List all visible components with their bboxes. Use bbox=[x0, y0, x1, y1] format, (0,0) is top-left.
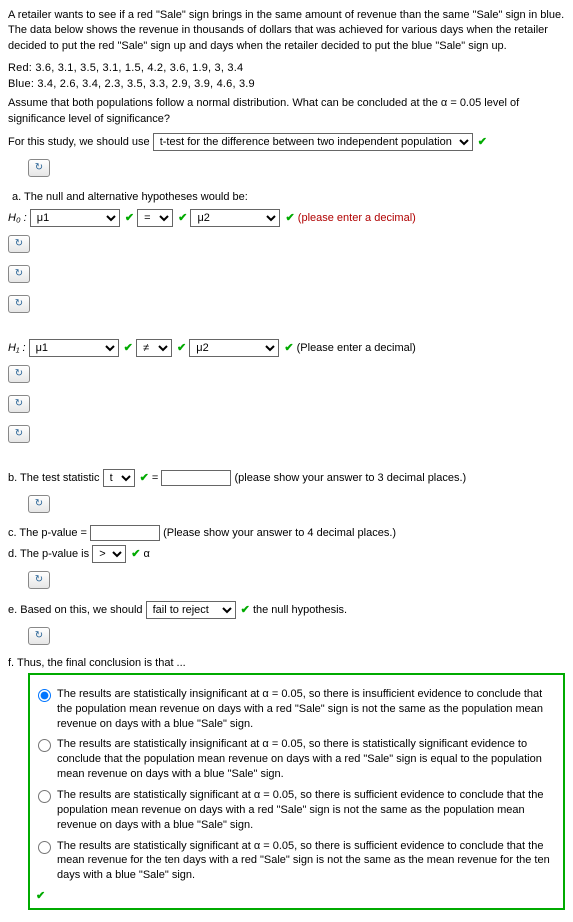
part-c-row: c. The p-value = (Please show your answe… bbox=[8, 525, 565, 541]
pvalue-compare-select[interactable]: > bbox=[92, 545, 126, 563]
h1-hint: (Please enter a decimal) bbox=[297, 342, 416, 354]
check-icon: ✔ bbox=[177, 342, 186, 354]
part-b-hint: (please show your answer to 3 decimal pl… bbox=[234, 472, 466, 484]
red-data: Red: 3.6, 3.1, 3.5, 3.1, 1.5, 4.2, 3.6, … bbox=[8, 62, 565, 74]
conclusion-text-2: The results are statistically insignific… bbox=[57, 737, 555, 782]
h0-row: H₀ : μ1 ✔ = ✔ μ2 ✔ (please enter a decim… bbox=[8, 209, 565, 227]
check-icon: ✔ bbox=[286, 212, 295, 224]
h1-right-select[interactable]: μ2 bbox=[189, 339, 279, 357]
study-prefix: For this study, we should use bbox=[8, 136, 153, 148]
blue-label: Blue: bbox=[8, 78, 34, 90]
study-row: For this study, we should use t-test for… bbox=[8, 133, 565, 151]
intro-text: A retailer wants to see if a red "Sale" … bbox=[8, 8, 565, 54]
h1-left-select[interactable]: μ1 bbox=[29, 339, 119, 357]
check-icon: ✔ bbox=[284, 342, 293, 354]
conclusion-options: The results are statistically insignific… bbox=[28, 673, 565, 910]
test-stat-input[interactable] bbox=[161, 470, 231, 486]
conclusion-radio-4[interactable] bbox=[38, 841, 51, 854]
check-icon: ✔ bbox=[125, 212, 134, 224]
red-label: Red: bbox=[8, 62, 32, 74]
h0-label: H₀ : bbox=[8, 212, 27, 224]
check-icon: ✔ bbox=[131, 548, 140, 560]
check-icon: ✔ bbox=[140, 472, 149, 484]
retry-button[interactable]: ↻ bbox=[28, 627, 50, 645]
check-icon: ✔ bbox=[124, 342, 133, 354]
retry-button[interactable]: ↻ bbox=[8, 425, 30, 443]
conclusion-radio-1[interactable] bbox=[38, 689, 51, 702]
blue-data: Blue: 3.4, 2.6, 3.4, 2.3, 3.5, 3.3, 2.9,… bbox=[8, 78, 565, 90]
h0-op-select[interactable]: = bbox=[137, 209, 173, 227]
conclusion-text-4: The results are statistically significan… bbox=[57, 839, 555, 884]
h0-left-select[interactable]: μ1 bbox=[30, 209, 120, 227]
retry-button[interactable]: ↻ bbox=[28, 495, 50, 513]
pvalue-input[interactable] bbox=[90, 525, 160, 541]
decision-select[interactable]: fail to reject bbox=[146, 601, 236, 619]
h1-op-select[interactable]: ≠ bbox=[136, 339, 172, 357]
check-icon: ✔ bbox=[178, 212, 187, 224]
part-e-row: e. Based on this, we should fail to reje… bbox=[8, 601, 565, 619]
part-b-row: b. The test statistic t ✔ = (please show… bbox=[8, 469, 565, 487]
retry-button[interactable]: ↻ bbox=[28, 571, 50, 589]
part-c-prefix: c. The p-value = bbox=[8, 527, 90, 539]
retry-button[interactable]: ↻ bbox=[8, 395, 30, 413]
retry-button[interactable]: ↻ bbox=[8, 295, 30, 313]
retry-button[interactable]: ↻ bbox=[8, 365, 30, 383]
part-e-suffix: the null hypothesis. bbox=[253, 604, 347, 616]
test-stat-select[interactable]: t bbox=[103, 469, 135, 487]
check-icon: ✔ bbox=[36, 890, 45, 902]
h0-hint: (please enter a decimal) bbox=[298, 212, 416, 224]
retry-button[interactable]: ↻ bbox=[28, 159, 50, 177]
part-f-label: f. Thus, the final conclusion is that ..… bbox=[8, 657, 565, 669]
retry-button[interactable]: ↻ bbox=[8, 265, 30, 283]
h1-row: H₁ : μ1 ✔ ≠ ✔ μ2 ✔ (Please enter a decim… bbox=[8, 339, 565, 357]
part-c-hint: (Please show your answer to 4 decimal pl… bbox=[163, 527, 396, 539]
alpha-label: α bbox=[144, 548, 150, 560]
conclusion-text-1: The results are statistically insignific… bbox=[57, 687, 555, 732]
part-d-prefix: d. The p-value is bbox=[8, 548, 92, 560]
check-icon: ✔ bbox=[478, 136, 487, 148]
red-values: 3.6, 3.1, 3.5, 3.1, 1.5, 4.2, 3.6, 1.9, … bbox=[35, 62, 243, 74]
h1-label: H₁ : bbox=[8, 342, 26, 354]
conclusion-text-3: The results are statistically significan… bbox=[57, 788, 555, 833]
h0-right-select[interactable]: μ2 bbox=[190, 209, 280, 227]
study-select[interactable]: t-test for the difference between two in… bbox=[153, 133, 473, 151]
conclusion-radio-2[interactable] bbox=[38, 739, 51, 752]
equals-label: = bbox=[152, 472, 158, 484]
assume-text: Assume that both populations follow a no… bbox=[8, 96, 565, 127]
check-icon: ✔ bbox=[241, 604, 250, 616]
conclusion-radio-3[interactable] bbox=[38, 790, 51, 803]
part-e-prefix: e. Based on this, we should bbox=[8, 604, 146, 616]
retry-button[interactable]: ↻ bbox=[8, 235, 30, 253]
part-a-label: a. The null and alternative hypotheses w… bbox=[12, 191, 565, 203]
part-d-row: d. The p-value is > ✔ α bbox=[8, 545, 565, 563]
blue-values: 3.4, 2.6, 3.4, 2.3, 3.5, 3.3, 2.9, 3.9, … bbox=[37, 78, 255, 90]
part-b-prefix: b. The test statistic bbox=[8, 472, 100, 484]
